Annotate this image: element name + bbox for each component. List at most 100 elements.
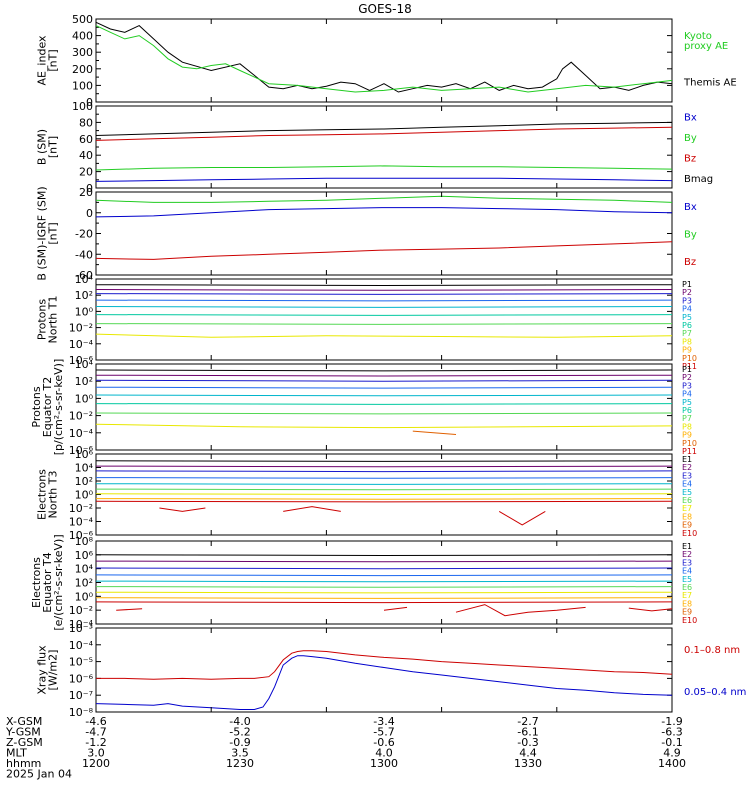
legend-entry: By [684, 230, 697, 241]
panel-frame [95, 278, 673, 361]
series-line-e9 [95, 601, 673, 604]
legend-entry: E2 [682, 463, 692, 472]
orbit-row-value: -5.7 [373, 726, 394, 739]
orbit-row-value: -5.2 [229, 726, 250, 739]
y-tick-label: 10⁴ [75, 563, 94, 576]
orbit-row-value: -0.9 [229, 736, 250, 749]
y-tick-label: -40 [75, 248, 93, 261]
y-tick-label: 10⁻⁸ [69, 706, 94, 719]
series-line-p2 [95, 289, 673, 291]
series-line-themis-ae [95, 21, 673, 93]
orbit-row-value: -3.4 [373, 715, 394, 728]
orbit-row-label: hhmm [6, 757, 41, 770]
y-tick-label: 10⁴ [75, 462, 94, 475]
legend-entry: Bz [684, 153, 696, 164]
orbit-row-value: -2.7 [517, 715, 538, 728]
legend-entry: 0.1–0.8 nm [684, 645, 740, 656]
y-tick-label: 10⁻⁷ [69, 689, 93, 702]
y-tick-label: 10² [75, 375, 93, 388]
y-axis-label: Electrons [30, 557, 43, 608]
orbit-row-value: 4.0 [375, 747, 393, 760]
series-line-e10b [283, 506, 341, 512]
y-axis-label: [p/(cm²-s-sr-keV)] [52, 359, 65, 456]
y-tick-label: 10⁻² [69, 322, 93, 335]
y-axis-label: Protons [36, 299, 49, 340]
y-tick-label: 10² [75, 289, 93, 302]
y-tick-label: 10⁻⁴ [69, 516, 94, 529]
y-axis-label: B (SM) [36, 129, 49, 165]
orbit-row-label: Z-GSM [6, 736, 43, 749]
y-axis-label: Electrons [36, 469, 49, 520]
y-tick-label: 10⁸ [75, 535, 94, 548]
orbit-row-value: 1300 [370, 757, 398, 770]
orbit-row-value: -6.3 [661, 726, 682, 739]
series-line-e10c [455, 604, 586, 617]
orbit-row-value: -6.1 [517, 726, 538, 739]
legend-entry: P11 [682, 447, 697, 456]
y-tick-label: 10⁰ [75, 392, 94, 405]
y-axis-label: Xray flux [36, 645, 49, 695]
series-line-p7 [95, 412, 673, 415]
orbit-row-value: 1200 [82, 757, 110, 770]
y-axis-label: [W/m2] [47, 650, 60, 691]
legend-entry: E7 [682, 591, 692, 600]
orbit-row-value: 1230 [226, 757, 254, 770]
y-tick-label: 10⁻² [69, 502, 93, 515]
series-line-bmag [95, 121, 673, 136]
legend-entry: E8 [682, 599, 692, 608]
orbit-row-value: -4.7 [85, 726, 106, 739]
y-tick-label: 10⁶ [75, 549, 94, 562]
legend-entry: P4 [682, 390, 692, 399]
legend-entry: P3 [682, 381, 692, 390]
orbit-row-label: MLT [6, 747, 27, 760]
legend-entry: Themis AE [683, 77, 737, 88]
series-line-p8 [95, 423, 673, 429]
orbit-row-label: Y-GSM [5, 726, 41, 739]
series-line-e1 [95, 554, 673, 557]
series-line-p4 [95, 299, 673, 302]
series-line-p3 [95, 379, 673, 382]
legend-entry: E3 [682, 471, 692, 480]
series-line-bx [95, 207, 673, 218]
legend-entry: P2 [682, 373, 692, 382]
y-tick-label: 10⁻⁴ [69, 618, 94, 631]
legend-entry: E4 [682, 480, 692, 489]
series-line-p8 [95, 333, 673, 338]
legend-entry: P5 [682, 398, 692, 407]
y-tick-label: 10⁶ [75, 448, 94, 461]
legend-entry: P6 [682, 406, 692, 415]
orbit-row-value: 4.9 [663, 747, 681, 760]
series-line-e3 [95, 470, 673, 473]
orbit-row-value: -0.1 [661, 736, 682, 749]
orbit-row-value: 3.5 [231, 747, 249, 760]
panel-frame [95, 18, 673, 103]
legend-entry: E9 [682, 608, 692, 617]
legend-entry: E4 [682, 567, 692, 576]
series-line-e3 [95, 567, 673, 570]
series-line-p6 [95, 403, 673, 405]
panel-frame [95, 540, 673, 625]
y-tick-label: 10⁻⁴ [69, 639, 94, 652]
y-tick-label: 100 [72, 100, 93, 113]
y-tick-label: 500 [72, 13, 93, 26]
y-axis-label: [e/(cm²-s-sr-keV)] [52, 534, 65, 630]
series-line-e7 [95, 591, 673, 594]
legend-entry: P9 [682, 346, 692, 355]
y-tick-label: 10⁻³ [69, 622, 93, 635]
y-tick-label: 300 [72, 46, 93, 59]
series-line-bz [95, 241, 673, 260]
legend-entry: P6 [682, 321, 692, 330]
y-tick-label: 100 [72, 79, 93, 92]
series-line-e6 [95, 586, 673, 588]
series-line-p3 [95, 293, 673, 295]
y-tick-label: 0 [86, 182, 93, 195]
legend-entry: P10 [682, 439, 697, 448]
y-tick-label: 10² [75, 475, 93, 488]
y-tick-label: 10⁰ [75, 489, 94, 502]
panel-frame [95, 105, 673, 189]
legend-entry: Bx [684, 112, 697, 123]
